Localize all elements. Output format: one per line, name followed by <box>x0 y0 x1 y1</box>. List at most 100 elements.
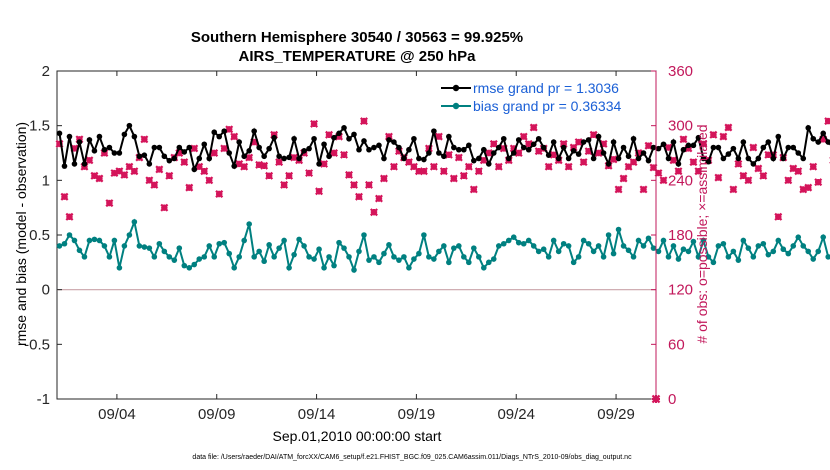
rmse-point <box>480 146 487 153</box>
bias-point <box>131 219 138 225</box>
rmse-point <box>570 148 577 154</box>
rmse-point <box>780 155 787 162</box>
rmse-point <box>391 139 397 145</box>
bias-point <box>86 237 93 244</box>
bias-point <box>680 246 687 253</box>
rmse-point <box>386 137 392 143</box>
bias-point <box>61 240 68 247</box>
bias-point <box>545 254 552 260</box>
obs-assimilated-glyph <box>714 173 723 182</box>
obs-assimilated-glyph <box>245 153 254 162</box>
obs-assimilated-marker <box>419 167 428 176</box>
rmse-point <box>785 144 792 151</box>
bias-point <box>336 239 342 246</box>
x-tick-label: 09/04 <box>98 406 136 423</box>
obs-assimilated-marker <box>85 156 94 165</box>
bias-point <box>176 245 183 251</box>
obs-assimilated-glyph <box>145 176 154 185</box>
rmse-point <box>221 128 228 134</box>
obs-assimilated-glyph <box>190 144 199 153</box>
rmse-point <box>436 150 442 156</box>
obs-assimilated-glyph <box>419 167 428 176</box>
rmse-point <box>161 153 168 160</box>
rmse-point <box>121 131 128 138</box>
bias-point <box>156 240 163 247</box>
obs-assimilated-marker <box>130 167 139 176</box>
obs-assimilated-marker <box>414 167 423 176</box>
obs-assimilated-glyph <box>639 185 648 194</box>
rmse-point <box>715 144 722 151</box>
obs-assimilated-marker <box>764 150 773 159</box>
rmse-point <box>595 133 602 140</box>
obs-assimilated-marker <box>110 169 119 178</box>
obs-assimilated-marker <box>449 174 458 183</box>
y-right-tick-label: 240 <box>668 172 693 189</box>
legend: rmse grand pr = 1.3036 bias grand pr = 0… <box>441 80 621 114</box>
bias-point <box>286 265 292 271</box>
rmse-point <box>196 155 203 162</box>
obs-assimilated-glyph <box>689 158 698 167</box>
rmse-point <box>466 142 472 149</box>
rmse-point <box>206 155 213 162</box>
obs-assimilated-marker <box>694 167 703 176</box>
bias-point <box>121 243 128 249</box>
obs-assimilated-marker <box>514 149 523 157</box>
obs-assimilated-glyph <box>394 147 403 156</box>
rmse-point <box>555 155 562 162</box>
rmse-point <box>700 155 707 162</box>
rmse-point <box>695 134 702 141</box>
obs-assimilated-marker <box>290 153 299 162</box>
obs-assimilated-glyph <box>469 185 478 194</box>
bias-point <box>480 265 487 271</box>
obs-assimilated-marker <box>120 170 129 179</box>
bias-point <box>361 232 367 238</box>
obs-assimilated-glyph <box>55 139 64 148</box>
obs-assimilated-marker <box>649 163 658 172</box>
obs-assimilated-glyph <box>369 208 378 217</box>
bias-point <box>805 248 812 255</box>
bias-point <box>171 257 178 263</box>
y-left-tick-label: 0 <box>42 282 50 299</box>
rmse-point <box>211 129 218 136</box>
obs-assimilated-glyph <box>180 158 189 167</box>
legend-bias-label: bias grand pr = 0.36334 <box>473 98 621 114</box>
obs-assimilated-glyph <box>355 192 363 201</box>
rmse-point <box>625 153 632 160</box>
obs-assimilated-glyph <box>275 158 284 167</box>
obs-assimilated-marker <box>335 132 344 141</box>
obs-assimilated-marker <box>534 147 543 156</box>
obs-assimilated-glyph <box>360 117 368 126</box>
bias-point <box>461 254 467 260</box>
obs-assimilated-glyph <box>379 174 388 183</box>
obs-assimilated-glyph <box>489 139 498 148</box>
rmse-point <box>750 161 757 167</box>
rmse-point <box>441 153 447 160</box>
obs-assimilated-glyph <box>729 185 738 194</box>
obs-assimilated-marker <box>200 167 209 176</box>
bias-point <box>715 243 722 249</box>
rmse-point <box>201 141 208 148</box>
rmse-point <box>565 155 572 162</box>
obs-assimilated-marker <box>824 117 830 126</box>
obs-assimilated-glyph <box>464 162 473 171</box>
obs-assimilated-glyph <box>449 174 458 183</box>
y-axis-right-label: # of obs: o=possible; ×=assimilated <box>694 124 710 343</box>
bias-point <box>356 248 362 255</box>
bias-point <box>261 258 267 265</box>
obs-assimilated-glyph <box>210 149 219 157</box>
bias-point <box>376 259 382 266</box>
rmse-point <box>560 144 567 151</box>
obs-assimilated-glyph <box>414 167 423 176</box>
obs-assimilated-glyph <box>664 143 673 152</box>
bias-point <box>790 243 797 249</box>
obs-assimilated-glyph <box>764 150 773 159</box>
obs-assimilated-marker <box>464 162 473 171</box>
obs-assimilated-glyph <box>215 190 224 198</box>
obs-assimilated-glyph <box>594 149 603 157</box>
bias-point <box>341 245 347 251</box>
bias-point <box>615 226 622 233</box>
x-tick-label: 09/29 <box>597 406 635 423</box>
bias-point <box>351 267 357 273</box>
rmse-point <box>296 155 302 162</box>
obs-assimilated-marker <box>659 176 668 185</box>
